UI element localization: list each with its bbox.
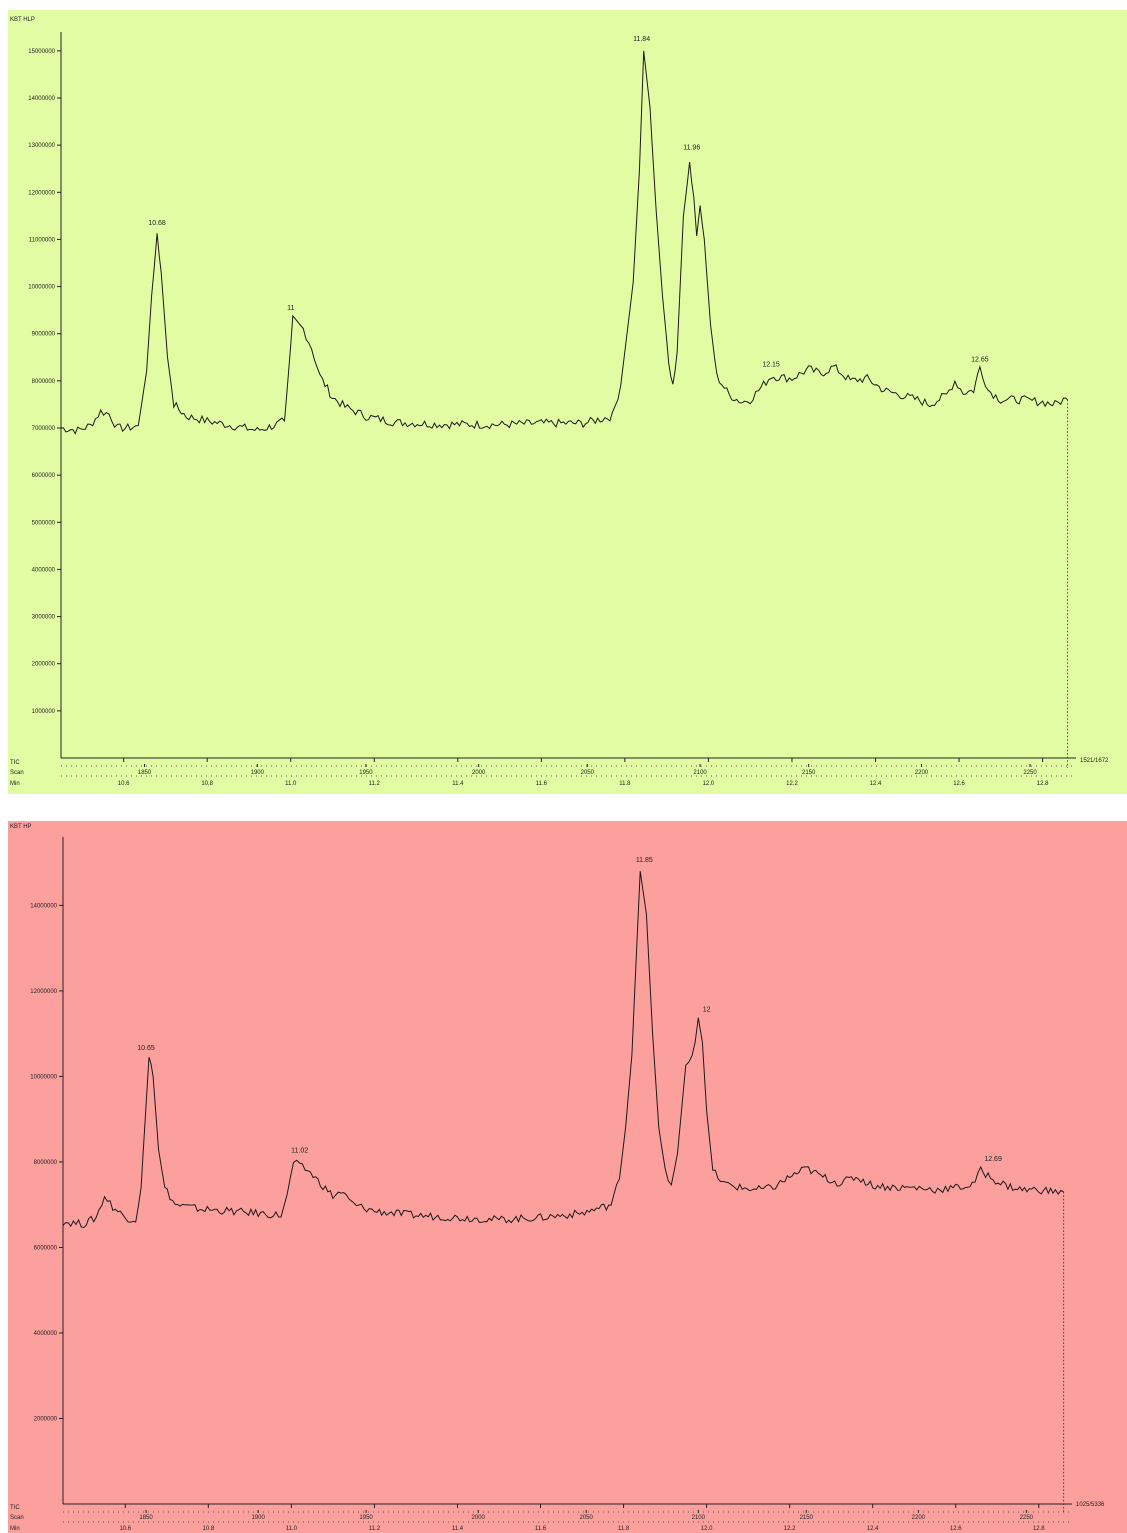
x-tick-label: 12.6 [953, 781, 965, 787]
corner-label: KBT HLP [10, 17, 35, 23]
x-tick-label: 11.0 [286, 1526, 298, 1532]
y-tick-label: 14000000 [30, 903, 57, 909]
x-tick-label: 12.2 [786, 781, 798, 787]
y-tick-label: 12000000 [28, 190, 55, 196]
x-tick-label: 12.2 [784, 1526, 796, 1532]
min-axis-key: Min [10, 1526, 20, 1532]
x-tick-label: 11.4 [452, 781, 464, 787]
x-tick-label: 11.6 [535, 1526, 547, 1532]
y-tick-label: 8000000 [34, 1160, 58, 1166]
chromatogram-bottom-svg: KBT HP TIC Scan Min 1025/5336 2000000 400… [8, 821, 1127, 1533]
x-tick-label: 11.2 [369, 781, 381, 787]
peak-label: 10.68 [148, 220, 166, 227]
scan-tick-label: 2250 [1023, 770, 1037, 776]
chromatogram-panel-bottom: KBT HP TIC Scan Min 1025/5336 2000000 400… [8, 821, 1127, 1533]
x-tick-label: 11.0 [285, 781, 297, 787]
y-tick-label: 5000000 [32, 520, 56, 526]
chart-background [8, 10, 1127, 794]
x-tick-label: 12.6 [950, 1526, 962, 1532]
scan-tick-label: 1950 [359, 770, 373, 776]
scan-axis-key: Scan [10, 770, 24, 776]
axis-label: TIC [10, 760, 20, 766]
peak-label: 12.69 [984, 1156, 1002, 1163]
x-tick-label: 11.4 [452, 1526, 464, 1532]
plot-area: 1000000 2000000 3000000 4000000 5000000 60000… [28, 32, 1076, 787]
y-tick-label: 3000000 [32, 615, 56, 621]
y-tick-label: 12000000 [30, 989, 57, 995]
min-axis-key: Min [10, 781, 20, 787]
x-tick-label: 10.8 [201, 781, 213, 787]
y-tick-label: 2000000 [32, 662, 56, 668]
chromatogram-panel-top: KBT HLP TIC Scan Min 1521/1672 1000000 20… [8, 10, 1127, 794]
y-tick-label: 13000000 [28, 143, 55, 149]
y-tick-label: 15000000 [28, 49, 55, 55]
y-tick-label: 14000000 [28, 96, 55, 102]
x-tick-label: 11.8 [618, 1526, 630, 1532]
y-tick-label: 6000000 [34, 1245, 58, 1251]
peak-label: 12.65 [971, 357, 989, 364]
y-tick-label: 10000000 [28, 285, 55, 291]
scan-tick-label: 2100 [693, 770, 707, 776]
peak-label: 11 [287, 305, 294, 312]
y-tick-label: 8000000 [32, 379, 56, 385]
x-tick-label: 12.4 [870, 781, 882, 787]
scan-tick-label: 2150 [802, 770, 816, 776]
peak-label: 11.96 [683, 145, 700, 152]
tic-trace [62, 871, 1064, 1229]
peak-label: 12.15 [762, 361, 780, 368]
x-tick-label: 11.2 [369, 1526, 381, 1532]
y-tick-label: 4000000 [34, 1331, 58, 1337]
scan-tick-label: 2000 [472, 1515, 486, 1521]
x-tick-label: 12.0 [701, 1526, 713, 1532]
x-tick-label: 10.6 [118, 781, 130, 787]
x-tick-label: 10.6 [119, 1526, 131, 1532]
peak-label: 11.02 [291, 1148, 308, 1155]
scan-tick-label: 2000 [472, 770, 486, 776]
x-tick-label: 12.8 [1033, 1526, 1045, 1532]
scan-tick-label: 1900 [251, 1515, 265, 1521]
y-tick-label: 10000000 [30, 1074, 57, 1080]
scan-tick-label: 2050 [580, 1515, 594, 1521]
y-tick-label: 1000000 [32, 709, 56, 715]
y-tick-label: 4000000 [32, 567, 56, 573]
x-tick-label: 12.0 [703, 781, 715, 787]
chart-background [8, 821, 1127, 1533]
scan-tick-label: 2100 [692, 1515, 706, 1521]
peak-label: 11.84 [633, 36, 650, 43]
scan-stamp: 1521/1672 [1080, 758, 1109, 764]
y-tick-label: 11000000 [29, 237, 56, 243]
scan-axis-key: Scan [10, 1515, 24, 1521]
plot-area: 2000000 4000000 6000000 8000000 10000000 1200… [30, 837, 1072, 1532]
y-tick-label: 9000000 [32, 332, 56, 338]
scan-tick-label: 2050 [581, 770, 595, 776]
scan-tick-label: 1850 [138, 770, 152, 776]
scan-tick-label: 1950 [359, 1515, 373, 1521]
tic-trace [60, 50, 1068, 435]
scan-tick-label: 1900 [251, 770, 265, 776]
y-tick-label: 6000000 [32, 473, 56, 479]
scan-tick-label: 1850 [139, 1515, 153, 1521]
scan-tick-label: 2200 [912, 1515, 926, 1521]
peak-label: 11.85 [636, 857, 653, 864]
x-tick-label: 11.6 [536, 781, 548, 787]
peak-label: 12 [703, 1007, 711, 1014]
x-tick-label: 12.4 [867, 1526, 879, 1532]
corner-label: KBT HP [10, 824, 32, 830]
x-tick-label: 10.8 [202, 1526, 214, 1532]
x-tick-label: 12.8 [1037, 781, 1049, 787]
chromatogram-top-svg: KBT HLP TIC Scan Min 1521/1672 1000000 20… [8, 10, 1127, 794]
y-tick-label: 2000000 [34, 1416, 58, 1422]
scan-stamp: 1025/5336 [1076, 1502, 1105, 1508]
peak-label: 10.65 [137, 1045, 155, 1052]
axis-label: TIC [10, 1505, 20, 1511]
scan-tick-label: 2200 [915, 770, 929, 776]
y-tick-label: 7000000 [32, 426, 56, 432]
scan-tick-label: 2250 [1020, 1515, 1034, 1521]
scan-tick-label: 2150 [800, 1515, 814, 1521]
x-tick-label: 11.8 [619, 781, 631, 787]
